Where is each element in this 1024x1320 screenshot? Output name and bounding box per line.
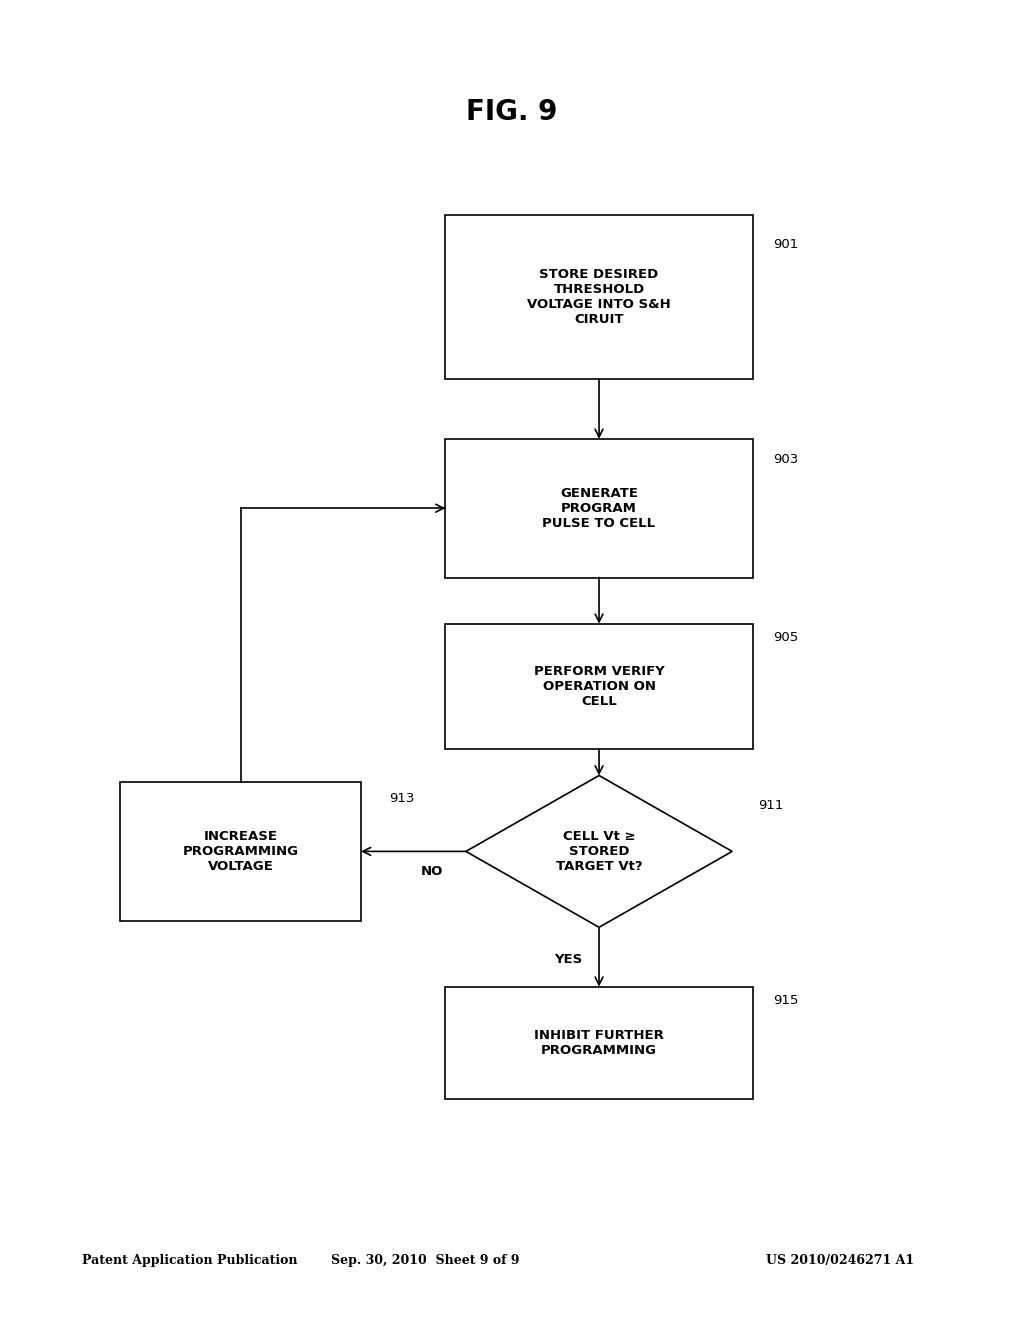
Text: Patent Application Publication: Patent Application Publication [82,1254,297,1267]
FancyBboxPatch shape [445,214,753,380]
FancyBboxPatch shape [121,781,360,921]
Polygon shape [466,776,732,928]
Text: 913: 913 [389,792,415,805]
Text: STORE DESIRED
THRESHOLD
VOLTAGE INTO S&H
CIRUIT: STORE DESIRED THRESHOLD VOLTAGE INTO S&H… [527,268,671,326]
Text: 903: 903 [773,453,799,466]
FancyBboxPatch shape [445,987,753,1098]
Text: FIG. 9: FIG. 9 [466,98,558,127]
Text: INHIBIT FURTHER
PROGRAMMING: INHIBIT FURTHER PROGRAMMING [535,1028,664,1057]
Text: GENERATE
PROGRAM
PULSE TO CELL: GENERATE PROGRAM PULSE TO CELL [543,487,655,529]
Text: 911: 911 [758,799,783,812]
Text: US 2010/0246271 A1: US 2010/0246271 A1 [766,1254,913,1267]
Text: INCREASE
PROGRAMMING
VOLTAGE: INCREASE PROGRAMMING VOLTAGE [182,830,299,873]
FancyBboxPatch shape [445,438,753,578]
Text: CELL Vt ≥
STORED
TARGET Vt?: CELL Vt ≥ STORED TARGET Vt? [556,830,642,873]
Text: NO: NO [421,865,443,878]
Text: 901: 901 [773,238,799,251]
Text: Sep. 30, 2010  Sheet 9 of 9: Sep. 30, 2010 Sheet 9 of 9 [331,1254,519,1267]
Text: PERFORM VERIFY
OPERATION ON
CELL: PERFORM VERIFY OPERATION ON CELL [534,665,665,708]
FancyBboxPatch shape [445,624,753,750]
Text: 915: 915 [773,994,799,1007]
Text: 905: 905 [773,631,799,644]
Text: YES: YES [554,953,583,966]
